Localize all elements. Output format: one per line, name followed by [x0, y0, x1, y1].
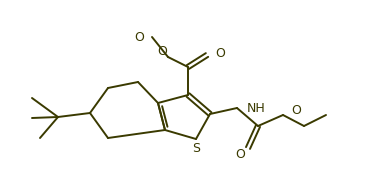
Text: O: O: [157, 45, 167, 57]
Text: O: O: [291, 103, 301, 117]
Text: O: O: [134, 30, 144, 44]
Text: O: O: [235, 148, 245, 162]
Text: S: S: [192, 142, 200, 156]
Text: NH: NH: [247, 102, 266, 114]
Text: O: O: [215, 47, 225, 59]
